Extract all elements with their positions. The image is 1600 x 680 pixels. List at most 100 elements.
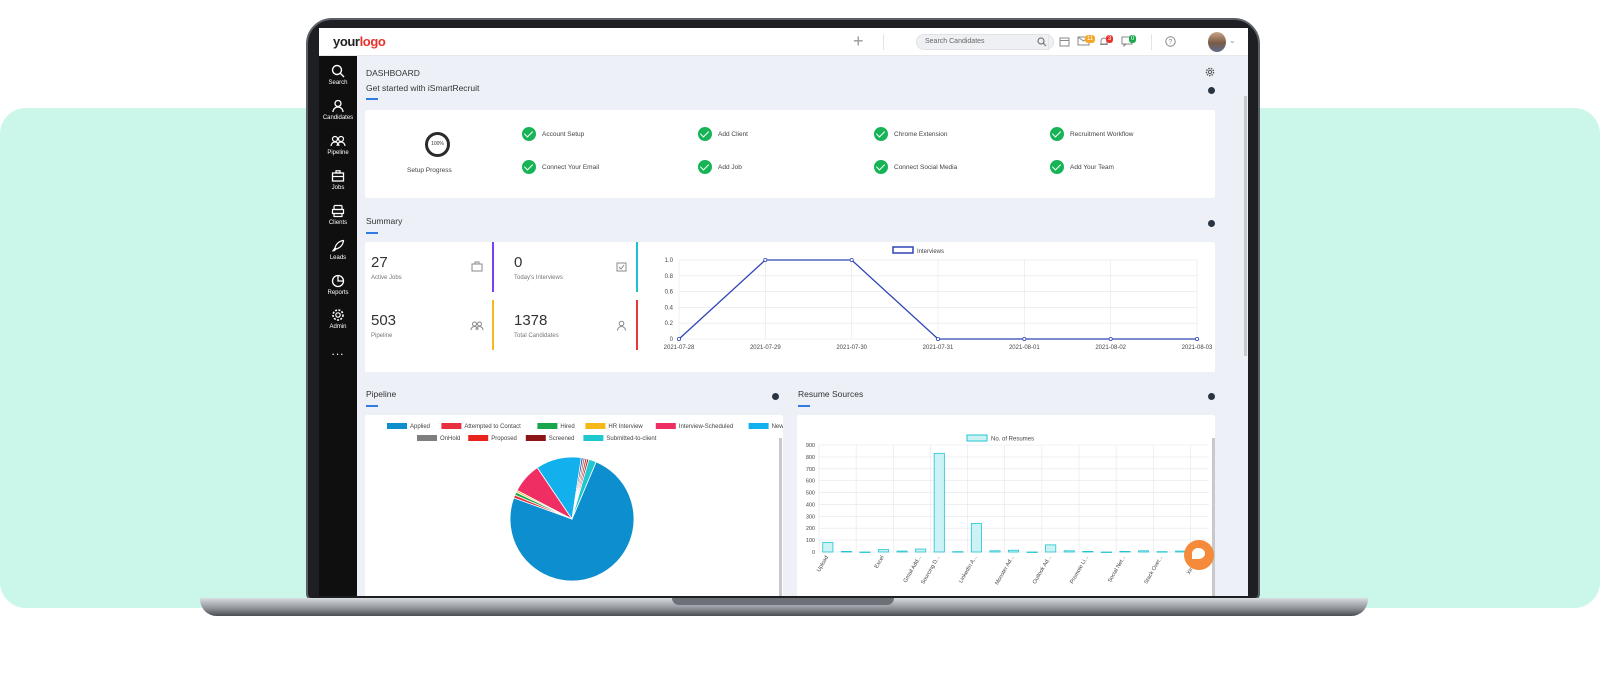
bar <box>1119 551 1131 553</box>
sidebar: Search Candidates Pipeline Jobs Clients … <box>319 56 357 596</box>
task-label: Account Setup <box>542 130 585 138</box>
live-chat-button[interactable] <box>1184 540 1214 570</box>
bar <box>1045 544 1057 553</box>
sidebar-label: Candidates <box>322 115 354 121</box>
x-tick-label: Social Net... <box>1107 555 1127 584</box>
sidebar-item-search[interactable]: Search <box>319 64 357 86</box>
y-tick-label: 0 <box>812 550 815 556</box>
sidebar-item-admin[interactable]: Admin <box>319 308 357 330</box>
section-underline <box>798 405 810 407</box>
resume-sources-scrollbar[interactable] <box>1212 438 1215 596</box>
help-icon[interactable]: ? <box>1165 36 1176 47</box>
collapse-resume-sources-button[interactable] <box>1208 393 1215 400</box>
add-icon[interactable]: + <box>853 31 864 51</box>
top-bar: yourlogo + Search Candidates 11 3 0 ? ⌄ <box>319 28 1248 56</box>
legend-swatch <box>468 435 489 441</box>
chevron-down-icon[interactable]: ⌄ <box>1229 36 1236 45</box>
collapse-getting-started-button[interactable] <box>1208 87 1215 94</box>
legend-swatch <box>892 246 914 254</box>
active-jobs-value: 27 <box>371 254 388 271</box>
sidebar-label: Reports <box>327 290 349 296</box>
users-icon <box>330 135 346 147</box>
y-tick-label: 900 <box>806 443 815 449</box>
y-tick-label: 0.4 <box>665 305 674 311</box>
search-candidates-input[interactable]: Search Candidates <box>916 34 1054 50</box>
task-recruitment-workflow[interactable]: Recruitment Workflow <box>1050 127 1133 141</box>
user-icon <box>332 99 344 113</box>
stat-divider-red <box>636 300 638 350</box>
sidebar-item-pipeline[interactable]: Pipeline <box>319 134 357 156</box>
task-account-setup[interactable]: Account Setup <box>522 127 584 141</box>
legend-swatch <box>655 423 676 429</box>
x-tick-label: 2021-08-02 <box>1095 345 1126 351</box>
legend-label: Applied <box>410 424 430 430</box>
pipeline-pie-chart: Applied Attempted to Contact Hired HR Inter… <box>387 423 783 582</box>
bar <box>1026 551 1038 553</box>
legend-label: Proposed <box>491 436 517 442</box>
sidebar-item-jobs[interactable]: Jobs <box>319 169 357 191</box>
bar <box>1008 549 1020 553</box>
total-candidates-label: Total Candidates <box>514 333 559 339</box>
search-icon[interactable] <box>1037 37 1047 47</box>
task-label: Connect Your Email <box>542 163 600 171</box>
data-point <box>677 337 682 342</box>
dashboard-main: DASHBOARD Get started with iSmartRecruit… <box>357 56 1248 596</box>
x-tick-label: 2021-08-01 <box>1009 345 1040 351</box>
task-add-job[interactable]: Add Job <box>698 160 742 174</box>
y-tick-label: 700 <box>806 467 815 473</box>
more-icon[interactable]: ... <box>331 344 345 358</box>
settings-gear-icon[interactable] <box>1205 67 1215 77</box>
task-connect-email[interactable]: Connect Your Email <box>522 160 599 174</box>
notification-badge: 3 <box>1106 35 1114 43</box>
sidebar-label: Search <box>328 80 348 86</box>
legend-swatch <box>583 435 604 441</box>
sidebar-item-clients[interactable]: Clients <box>319 204 357 226</box>
task-add-client[interactable]: Add Client <box>698 127 748 141</box>
active-jobs-label: Active Jobs <box>371 275 402 281</box>
brand-logo[interactable]: yourlogo <box>333 34 386 49</box>
setup-progress-ring: 100% <box>425 132 450 157</box>
legend-swatch <box>387 423 407 429</box>
task-add-your-team[interactable]: Add Your Team <box>1050 160 1114 174</box>
calendar-icon[interactable] <box>1059 36 1070 47</box>
section-underline <box>366 232 378 234</box>
y-tick-label: 0.2 <box>665 321 674 327</box>
bar <box>989 550 1001 553</box>
bar <box>840 551 852 553</box>
task-chrome-extension[interactable]: Chrome Extension <box>874 127 947 141</box>
check-icon <box>698 127 712 141</box>
sidebar-item-leads[interactable]: Leads <box>319 239 357 261</box>
app-screen: yourlogo + Search Candidates 11 3 0 ? ⌄ … <box>319 28 1248 596</box>
x-tick-label: 2021-07-30 <box>836 345 867 351</box>
x-tick-label: LinkedIn A... <box>958 555 979 585</box>
sidebar-label: Clients <box>328 220 348 226</box>
bar <box>822 542 834 553</box>
data-point <box>1195 337 1200 342</box>
sidebar-item-reports[interactable]: Reports <box>319 274 357 296</box>
legend-swatch <box>748 423 769 429</box>
calendar-check-icon <box>616 262 627 272</box>
task-label: Add Client <box>718 130 748 138</box>
legend-swatch <box>585 423 606 429</box>
collapse-summary-button[interactable] <box>1208 220 1215 227</box>
user-avatar[interactable] <box>1208 32 1226 52</box>
pipeline-label: Pipeline <box>371 333 393 339</box>
task-connect-social-media[interactable]: Connect Social Media <box>874 160 957 174</box>
clients-icon <box>331 204 345 218</box>
collapse-pipeline-button[interactable] <box>772 393 779 400</box>
bar <box>1138 550 1150 553</box>
interviews-line-chart: Interviews 1.0 0.8 0.6 0.4 0.2 0 2021-07-28 2021… <box>664 246 1213 351</box>
check-icon <box>522 127 536 141</box>
x-tick-label: Promote Li... <box>1069 555 1090 585</box>
y-tick-label: 0.8 <box>665 274 674 280</box>
data-point <box>849 257 854 262</box>
pipeline-scrollbar[interactable] <box>779 438 782 596</box>
sidebar-label: Leads <box>329 255 347 261</box>
resume-sources-bar-chart: No. of Resumes 900 800 700 600 500 400 300 200 10… <box>806 434 1209 586</box>
pie-icon <box>331 274 345 288</box>
check-icon <box>1050 160 1064 174</box>
stat-divider-yellow <box>492 300 494 350</box>
todays-interviews-label: Today's Interviews <box>514 275 563 281</box>
page-scrollbar[interactable] <box>1244 96 1247 356</box>
sidebar-item-candidates[interactable]: Candidates <box>319 99 357 121</box>
